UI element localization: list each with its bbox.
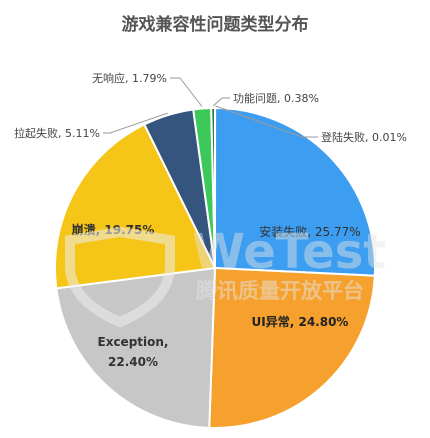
data-label: 登陆失败, 0.01% [321,130,407,144]
watermark-subtitle: 腾讯质量开放平台 [196,279,364,303]
data-label: 无响应, 1.79% [92,71,167,85]
data-label: 功能问题, 0.38% [233,91,319,105]
pie-slice-slice-4 [54,123,216,290]
chart-title: 游戏兼容性问题类型分布 [121,15,309,35]
leader-line [103,112,168,134]
data-label: 安装失败, 25.77% [259,224,360,239]
leader-line [215,105,318,138]
leader-line [212,97,230,107]
data-label: Exception, 22.40% [98,335,169,369]
pie-slice-ui [208,267,376,429]
pie-slice-slice-1 [214,107,376,277]
watermark: WeTest 腾讯质量开放平台 [65,224,386,328]
leader-line [170,77,203,107]
watermark-brand: WeTest [192,224,386,280]
pie-slice-slice-7 [210,107,216,269]
watermark-shield-icon [65,226,175,328]
data-label: UI异常, 24.80% [252,314,349,329]
data-label: 拉起失败, 5.11% [14,126,100,140]
